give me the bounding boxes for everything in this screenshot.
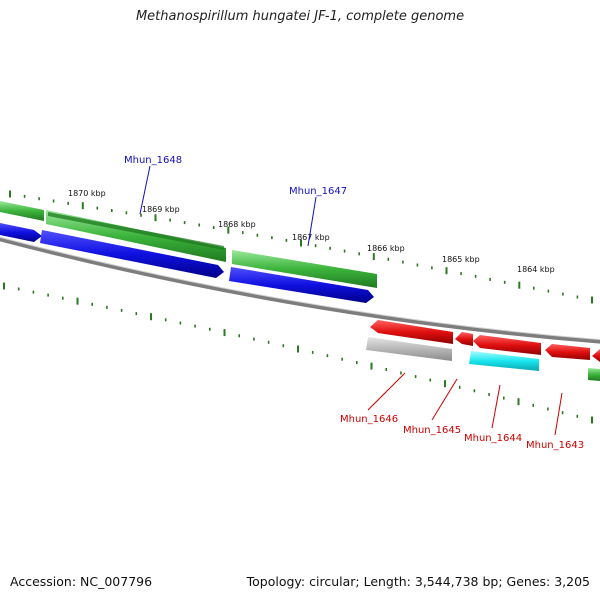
cds-green-3[interactable] xyxy=(232,250,377,288)
tick-label: 1870 kbp xyxy=(68,189,106,198)
cds-red-1643[interactable] xyxy=(545,344,590,360)
gene-label-mhun-1646[interactable]: Mhun_1646 xyxy=(340,414,398,425)
forward-cds-blue-track xyxy=(0,223,374,303)
gene-label-mhun-1644[interactable]: Mhun_1644 xyxy=(464,433,522,444)
reverse-cds-track xyxy=(370,320,600,362)
leader-mhun-1647 xyxy=(307,196,317,247)
cds-cyan[interactable] xyxy=(469,351,539,371)
reverse-strand-tick-track xyxy=(3,282,593,424)
tick-label: 1866 kbp xyxy=(367,244,405,253)
cds-green-4[interactable] xyxy=(588,368,600,381)
cds-red-1644[interactable] xyxy=(473,335,541,355)
tick-label: 1867 kbp xyxy=(292,233,330,242)
tick-label: 1864 kbp xyxy=(517,265,555,274)
leader-mhun-1643 xyxy=(554,392,563,436)
genome-summary-text: Topology: circular; Length: 3,544,738 bp… xyxy=(246,574,590,589)
cds-red-5[interactable] xyxy=(592,349,600,362)
leader-mhun-1646 xyxy=(367,372,406,411)
gene-label-mhun-1643[interactable]: Mhun_1643 xyxy=(526,440,584,451)
leader-mhun-1648 xyxy=(139,165,151,215)
genome-backbone-highlight xyxy=(0,236,600,341)
gene-label-mhun-1648[interactable]: Mhun_1648 xyxy=(124,155,182,166)
cds-green-dark-overlay xyxy=(48,212,224,250)
forward-cds-track xyxy=(0,201,600,381)
cds-blue-1[interactable] xyxy=(0,223,42,242)
cds-blue-3[interactable] xyxy=(229,267,374,303)
cds-red-1645[interactable] xyxy=(455,332,473,346)
cds-blue-2[interactable] xyxy=(40,230,224,278)
genome-backbone xyxy=(0,237,600,344)
accession-text: Accession: NC_007796 xyxy=(10,574,153,589)
leader-mhun-1645 xyxy=(431,378,458,421)
gene-label-leaders xyxy=(139,165,563,436)
gene-labels: Mhun_1648 Mhun_1647 Mhun_1646 Mhun_1645 … xyxy=(124,155,584,451)
cds-gray[interactable] xyxy=(366,337,452,361)
tick-label: 1869 kbp xyxy=(142,205,180,214)
forward-strand-tick-track xyxy=(9,190,593,304)
reverse-cds-secondary-track xyxy=(366,337,539,371)
tick-labels: 1870 kbp 1869 kbp 1868 kbp 1867 kbp 1866… xyxy=(68,189,555,274)
cds-red-1646[interactable] xyxy=(370,320,453,344)
tick-label: 1865 kbp xyxy=(442,255,480,264)
map-title: Methanospirillum hungatei JF-1, complete… xyxy=(135,9,465,24)
leader-mhun-1644 xyxy=(491,384,501,429)
cds-green-1[interactable] xyxy=(0,201,44,221)
tick-label: 1868 kbp xyxy=(218,220,256,229)
gene-label-mhun-1647[interactable]: Mhun_1647 xyxy=(289,186,347,197)
gene-label-mhun-1645[interactable]: Mhun_1645 xyxy=(403,425,461,436)
